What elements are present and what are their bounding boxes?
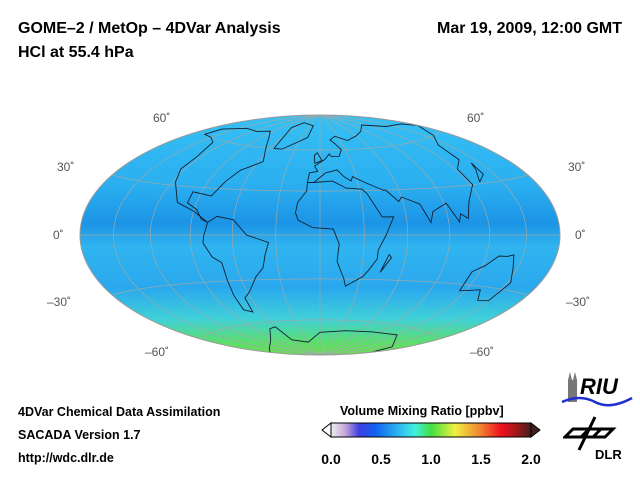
map-title: GOME–2 / MetOp – 4DVar Analysis	[18, 20, 281, 37]
colorbar-tick: 0.0	[321, 451, 341, 467]
meridian-line	[319, 114, 409, 356]
coastline	[295, 180, 395, 287]
colorbar-max-arrow	[530, 421, 541, 439]
lat-label-60n: 60˚	[153, 111, 171, 125]
coastline	[273, 122, 314, 150]
dlr-logo: DLR	[561, 415, 623, 462]
lat-label-30n-right: 30˚	[568, 160, 586, 174]
map-border	[79, 114, 561, 356]
meridian-line	[149, 114, 321, 356]
coastline	[470, 162, 484, 183]
riu-logo: RIU	[560, 372, 635, 413]
coastlines	[175, 122, 515, 353]
coastline	[175, 127, 271, 223]
lat-label-30s: –30˚	[47, 295, 72, 309]
colorbar-tick: 2.0	[521, 451, 541, 467]
lat-label-30n: 30˚	[57, 160, 75, 174]
colorbar-tick: 1.0	[421, 451, 441, 467]
footer-line-1: 4DVar Chemical Data Assimilation	[18, 405, 221, 419]
coastline	[313, 151, 323, 164]
meridian-line	[275, 114, 321, 356]
meridian-line	[319, 114, 491, 356]
lat-label-60s-right: –60˚	[470, 345, 495, 359]
footer-line-2: SACADA Version 1.7	[18, 428, 141, 442]
colorbar-tick: 1.5	[471, 451, 491, 467]
meridian-line	[189, 114, 321, 356]
lat-label-30s-right: –30˚	[566, 295, 591, 309]
colorbar	[330, 422, 532, 438]
lat-label-eq: 0˚	[53, 228, 64, 242]
lat-label-60s: –60˚	[145, 345, 170, 359]
meridian-line	[231, 114, 321, 356]
lat-label-60n-right: 60˚	[467, 111, 485, 125]
dlr-logo-text: DLR	[595, 447, 622, 462]
lat-label-eq-right: 0˚	[575, 228, 586, 242]
dlr-cross-icon	[561, 416, 617, 451]
map-subtitle: HCl at 55.4 hPa	[18, 44, 134, 61]
coastline	[202, 215, 270, 313]
coastline	[306, 123, 474, 224]
riu-logo-text: RIU	[580, 374, 618, 399]
colorbar-title: Volume Mixing Ratio [ppbv]	[340, 404, 504, 418]
meridian-line	[319, 114, 365, 356]
meridian-line	[319, 114, 527, 356]
coastline	[458, 254, 515, 302]
meridian-line	[319, 114, 451, 356]
map-date: Mar 19, 2009, 12:00 GMT	[437, 20, 622, 37]
footer-url[interactable]: http://wdc.dlr.de	[18, 451, 114, 465]
coastline	[268, 326, 398, 353]
colorbar-tick: 0.5	[371, 451, 391, 467]
colorbar-min-arrow	[321, 421, 332, 439]
coastline	[379, 253, 393, 273]
